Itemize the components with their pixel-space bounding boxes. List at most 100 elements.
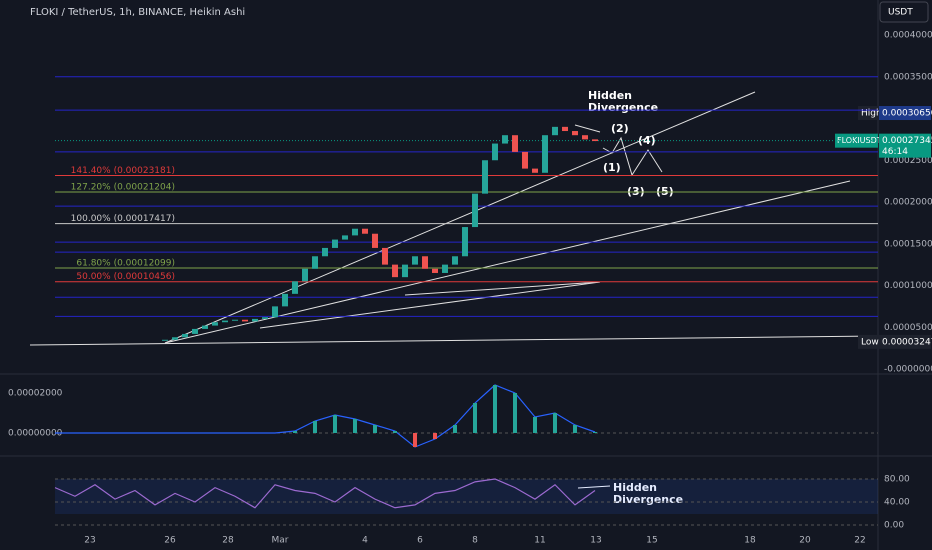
fib-label: 61.80% (0.00012099) (76, 258, 175, 268)
candle (542, 135, 548, 173)
macd-hist (493, 385, 497, 433)
candle (242, 319, 248, 322)
macd-hist (573, 425, 577, 433)
candle (262, 317, 268, 319)
candle (522, 151, 528, 169)
price-tag-box (879, 106, 931, 121)
time-label: 11 (534, 536, 545, 546)
currency[interactable]: USDT (888, 8, 913, 18)
candle (372, 233, 378, 248)
candle (282, 293, 288, 307)
candle (392, 264, 398, 278)
price-tag-value: 0.00030656 (882, 109, 932, 119)
candle (552, 126, 558, 136)
symbol: FLOKI / TetherUS, 1h, BINANCE, Heikin As… (30, 7, 245, 18)
wave-label: (2) (611, 122, 629, 135)
annotation: Hidden (588, 89, 632, 102)
candle (322, 247, 328, 257)
time-label: 6 (417, 536, 423, 546)
macd-hist (413, 433, 417, 447)
candle (572, 131, 578, 136)
candle (352, 228, 358, 236)
price-tag (858, 334, 878, 349)
candle (492, 143, 498, 161)
candle (582, 135, 588, 140)
time-label: 18 (744, 536, 756, 546)
candle (362, 228, 368, 234)
rsi-band (55, 479, 878, 514)
candle (482, 160, 488, 194)
time-label: 23 (84, 536, 95, 546)
candle (382, 247, 388, 265)
rsi-tick-label: 80.00 (884, 475, 910, 485)
macd-hist (393, 431, 397, 433)
macd-hist (553, 413, 557, 433)
wave-label: (1) (603, 161, 621, 174)
macd-hist (433, 433, 437, 439)
price-tag-value: 0.00003247 (882, 337, 932, 347)
candle (342, 235, 348, 240)
rsi-line (54, 478, 596, 509)
candle (192, 328, 198, 334)
macd-hist (293, 431, 297, 433)
macd-hist (353, 419, 357, 433)
annotation: Divergence (613, 493, 683, 506)
time-label: 15 (646, 536, 657, 546)
candle (222, 320, 228, 323)
time-label: 8 (472, 536, 478, 546)
macd-hist (513, 393, 517, 433)
macd-tick-label: 0.00002000 (8, 389, 63, 399)
candle (172, 337, 178, 340)
macd-hist (593, 432, 597, 433)
candle (252, 318, 258, 322)
candle (332, 239, 338, 248)
currency-button[interactable] (879, 1, 929, 23)
candle (302, 268, 308, 282)
candle (592, 139, 598, 142)
candle (422, 256, 428, 269)
countdown: 46:14 (882, 147, 908, 157)
annotation: Hidden (613, 481, 657, 494)
price-tick-label: -0.00000000 (884, 365, 932, 375)
time-label: 28 (222, 536, 234, 546)
rsi-tick-label: 40.00 (884, 498, 910, 508)
macd-hist (313, 421, 317, 433)
time-label: 22 (854, 536, 865, 546)
price-tag-box (879, 334, 931, 349)
last-price-box (879, 133, 931, 158)
candle (232, 319, 238, 321)
macd-tick-label: 0.00000000 (8, 429, 63, 439)
macd-hist (333, 415, 337, 433)
candle (562, 126, 568, 132)
price-tag-name: High (861, 109, 882, 119)
trend-line (577, 485, 611, 489)
candle (202, 325, 208, 329)
candle (452, 256, 458, 265)
time-label: 13 (590, 536, 601, 546)
time-label: 4 (362, 536, 368, 546)
candle (512, 135, 518, 152)
macd-hist (373, 425, 377, 433)
rsi-tick-label: 0.00 (884, 521, 904, 531)
candle (312, 256, 318, 269)
time-label: 26 (164, 536, 176, 546)
candle (442, 264, 448, 273)
candle (502, 135, 508, 144)
candle (462, 227, 468, 257)
candle (212, 322, 218, 326)
fib-label: 50.00% (0.00010456) (76, 272, 175, 282)
last-price: 0.00027345 (882, 136, 932, 146)
price-tick-label: 0.00005000 (884, 323, 932, 333)
candle (402, 264, 408, 278)
price-tag-name: Low (861, 337, 879, 347)
macd-hist (533, 417, 537, 433)
price-tag (858, 106, 878, 121)
candle (532, 168, 538, 173)
candle (272, 306, 278, 318)
fib-label: 100.00% (0.00017417) (71, 214, 175, 224)
